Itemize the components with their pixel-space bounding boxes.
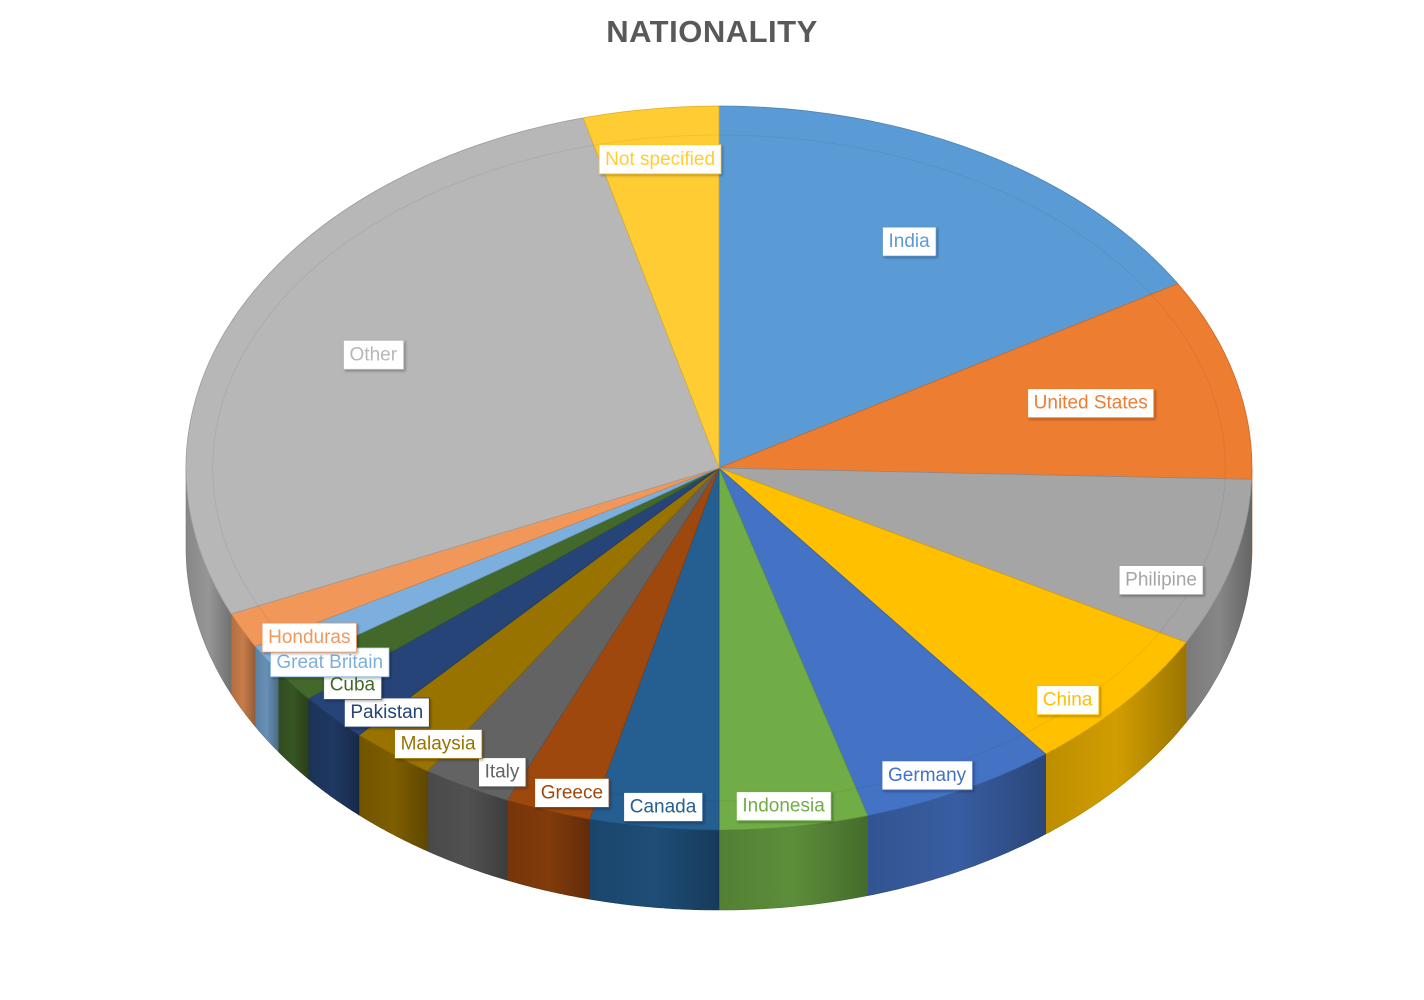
data-label-text-malaysia: Malaysia <box>401 734 476 755</box>
data-label-text-india: India <box>888 231 930 252</box>
pie-top-layer <box>185 105 1253 831</box>
pie-slice-side-shade-china <box>1045 642 1187 834</box>
pie-slice-side-shade-canada <box>589 819 719 910</box>
data-label-text-cuba: Cuba <box>330 674 376 695</box>
data-label-china: China <box>1036 685 1100 716</box>
pie-slice-other <box>185 117 720 615</box>
data-label-box-other <box>343 339 405 370</box>
data-label-box-malaysia <box>394 729 483 759</box>
data-label-text-philipine: Philipine <box>1125 570 1197 591</box>
data-label-italy: Italy <box>478 757 527 788</box>
data-label-pakistan: Pakistan <box>343 697 430 728</box>
data-label-text-united-states: United States <box>1034 393 1148 414</box>
data-label-box-china <box>1036 685 1100 716</box>
data-label-text-pakistan: Pakistan <box>350 702 423 723</box>
pie-slice-philipine <box>718 467 1253 643</box>
pie-slice-not-specified <box>582 105 720 469</box>
pie-slice-side-shade-germany <box>867 754 1046 896</box>
pie-slice-side-shade-malaysia <box>359 735 428 852</box>
data-label-indonesia: Indonesia <box>736 791 832 822</box>
data-label-text-china: China <box>1043 690 1093 711</box>
data-label-greece: Greece <box>534 778 610 808</box>
data-label-box-india <box>882 226 937 257</box>
data-label-united-states: United States <box>1027 388 1155 419</box>
data-label-text-greece: Greece <box>541 782 603 803</box>
pie-slice-side-shade-indonesia <box>719 815 868 910</box>
pie-slice-side-shade-cuba <box>278 671 309 779</box>
data-label-text-other: Other <box>350 344 398 365</box>
data-label-box-indonesia <box>736 791 832 822</box>
data-label-not-specified: Not specified <box>598 144 722 175</box>
data-label-box-honduras <box>261 622 357 653</box>
pie-slice-side-shade-other <box>186 468 232 694</box>
data-label-great-britain: Great Britain <box>269 647 390 678</box>
data-label-philipine: Philipine <box>1118 565 1204 595</box>
data-label-box-canada <box>623 792 704 822</box>
pie-slice-united-states <box>718 283 1253 480</box>
data-label-text-italy: Italy <box>485 762 520 783</box>
data-label-box-philipine <box>1118 565 1204 595</box>
pie-slice-side-shade-pakistan <box>308 698 359 815</box>
pie-slice-side-shade-philipine <box>1186 479 1252 723</box>
data-label-india: India <box>882 226 937 257</box>
pie-side-layer <box>185 468 1253 911</box>
pie-bevel-ring <box>212 134 1226 802</box>
data-label-text-indonesia: Indonesia <box>742 796 825 817</box>
data-label-box-germany <box>881 760 973 791</box>
pie-slice-india <box>718 105 1179 469</box>
data-label-box-pakistan <box>343 697 430 728</box>
data-label-text-germany: Germany <box>888 765 967 786</box>
data-label-other: Other <box>343 339 405 370</box>
pie-slice-side-shade-honduras <box>231 613 256 727</box>
data-label-text-honduras: Honduras <box>268 627 350 648</box>
pie-slice-side-shade-italy <box>427 771 508 881</box>
data-label-canada: Canada <box>623 792 704 822</box>
data-label-box-not-specified <box>598 144 722 175</box>
pie-slice-germany <box>718 467 1047 817</box>
pie-label-layer: India United States Philipine China Germany I… <box>261 144 1204 822</box>
chart-title: NATIONALITY <box>606 14 818 49</box>
data-label-box-greece <box>534 778 610 808</box>
pie-slice-china <box>718 467 1187 755</box>
data-label-germany: Germany <box>881 760 973 791</box>
data-label-box-italy <box>478 757 527 788</box>
pie-slice-side-shade-greece <box>507 800 590 900</box>
data-label-text-canada: Canada <box>630 797 697 818</box>
data-label-text-not-specified: Not specified <box>605 149 715 170</box>
data-label-honduras: Honduras <box>261 622 357 653</box>
data-label-box-united-states <box>1027 388 1155 419</box>
data-label-text-great-britain: Great Britain <box>276 652 383 673</box>
data-label-malaysia: Malaysia <box>394 729 483 759</box>
